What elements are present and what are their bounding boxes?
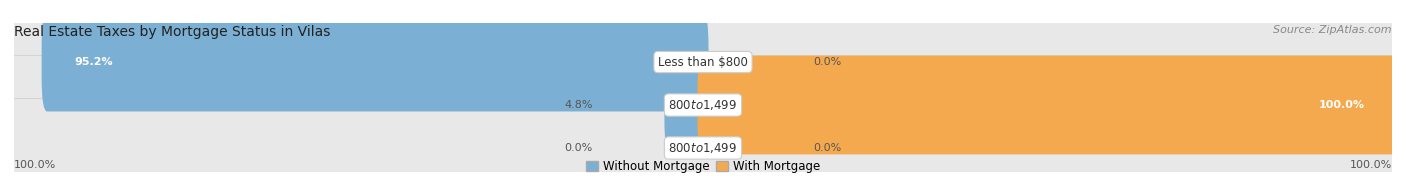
Text: Real Estate Taxes by Mortgage Status in Vilas: Real Estate Taxes by Mortgage Status in … (14, 25, 330, 39)
FancyBboxPatch shape (42, 13, 709, 112)
Text: 95.2%: 95.2% (75, 57, 114, 67)
Text: Source: ZipAtlas.com: Source: ZipAtlas.com (1274, 25, 1392, 35)
Text: 100.0%: 100.0% (1350, 160, 1392, 170)
Text: Less than $800: Less than $800 (658, 56, 748, 69)
Text: 0.0%: 0.0% (813, 57, 841, 67)
FancyBboxPatch shape (8, 56, 1398, 154)
Text: $800 to $1,499: $800 to $1,499 (668, 141, 738, 155)
Legend: Without Mortgage, With Mortgage: Without Mortgage, With Mortgage (581, 155, 825, 178)
Text: $800 to $1,499: $800 to $1,499 (668, 98, 738, 112)
Text: 4.8%: 4.8% (564, 100, 593, 110)
FancyBboxPatch shape (697, 56, 1398, 154)
FancyBboxPatch shape (665, 56, 709, 154)
Text: 100.0%: 100.0% (14, 160, 56, 170)
Text: 0.0%: 0.0% (565, 143, 593, 153)
FancyBboxPatch shape (8, 13, 1398, 112)
Text: 0.0%: 0.0% (813, 143, 841, 153)
Text: 100.0%: 100.0% (1319, 100, 1364, 110)
FancyBboxPatch shape (8, 99, 1398, 195)
